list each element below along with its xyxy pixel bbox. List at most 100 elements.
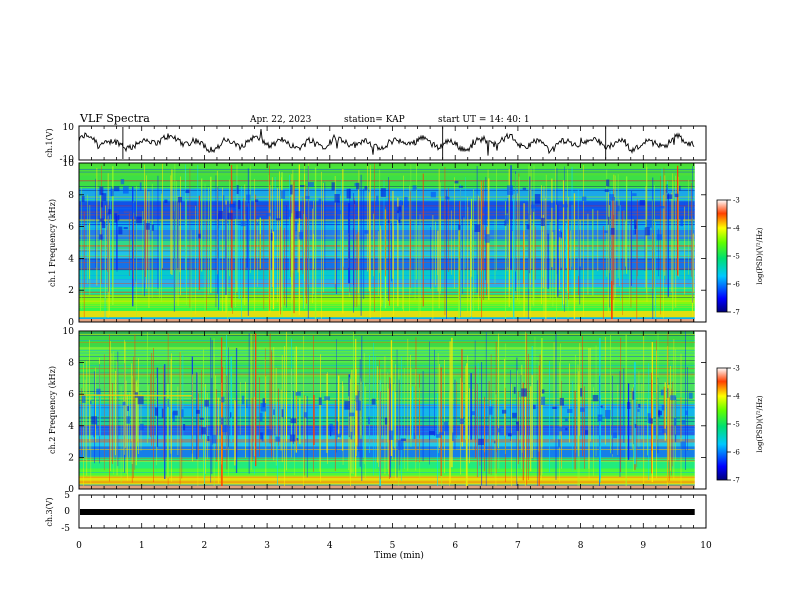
spectral-patch [607,216,610,225]
spectral-patch [218,211,223,219]
spectral-patch [404,196,408,207]
spectral-patch [120,179,125,185]
spectral-patch [388,430,394,440]
spectral-patch [512,412,517,418]
spectral-patch [522,187,527,190]
colorbar-tick-label: -3 [733,197,740,205]
spectral-patch [334,194,340,203]
spectral-patch [110,188,114,197]
spectral-patch [561,204,568,208]
spectral-patch [600,405,603,408]
freq-tick-label: 0 [68,318,74,328]
spectral-patch [558,439,561,448]
ch3-waveform-trace [80,509,695,515]
spectral-patch [303,412,308,418]
spectral-patch [430,191,436,198]
freq-tick-label: 10 [63,327,75,337]
start-time-label: start UT = 14: 40: 1 [438,115,530,125]
ch1-waveform-panel: 10 -10 ch.1(V) [45,123,707,165]
spectral-patch [355,395,359,402]
ch3-ytick-bottom: -5 [61,524,70,534]
spectral-patch [331,182,335,191]
ch2-spectrogram-panel: 0 2 4 6 8 10 ch.2 Frequency (kHz) [48,327,707,495]
spectral-patch [167,398,169,407]
time-tick-label: 10 [700,541,712,551]
spectral-patch [266,212,271,217]
spectral-patch [565,427,568,431]
spectral-patch [298,231,304,240]
spectral-patch [398,216,401,224]
spectral-patch [387,220,390,223]
spectral-patch [261,432,264,442]
spectral-patch [172,416,175,422]
spectral-patch [96,419,98,429]
spectral-patch [336,421,339,430]
ch2-colorbar: -3 -4 -5 -6 -7 log(PSD)(V²/Hz) [716,365,764,485]
spectral-patch [582,196,587,201]
spectral-band [79,248,695,259]
spectral-patch [137,395,144,405]
spectral-patch [260,403,267,412]
spectral-patch [632,193,637,197]
spectral-patch [505,215,509,224]
spectral-patch [540,217,545,227]
spectral-patch [207,435,210,442]
spectral-patch [559,426,563,432]
spectral-patch [516,421,518,425]
spectral-patch [474,224,481,232]
colorbar-tick-label: -7 [733,309,740,317]
spectral-patch [604,189,609,192]
spectral-patch [649,418,653,424]
spectral-patch [318,397,322,405]
time-tick-label: 9 [640,541,646,551]
spectral-patch [521,388,527,397]
spectral-patch [380,188,386,197]
ch1-spectrogram-panel: 0 2 4 6 8 10 ch.1 Frequency (kHz) [48,159,707,328]
time-tick-label: 1 [139,541,145,551]
spectral-patch [604,409,611,419]
station-label: station= KAP [344,115,405,125]
spectral-patch [229,204,235,211]
spectral-patch [164,199,168,203]
spectral-patch [122,401,126,406]
spectral-patch [637,409,640,412]
spectral-band [79,294,695,305]
spectral-patch [471,411,476,416]
spectral-patch [273,409,275,415]
spectral-patch [439,432,444,436]
spectral-patch [627,401,631,409]
colorbar-tick-label: -3 [733,365,740,373]
spectral-band [79,269,695,280]
colorbar-tick-label: -5 [733,253,740,261]
spectral-patch [81,196,85,202]
time-tick-label: 6 [452,541,458,551]
spectral-patch [275,436,281,442]
spectral-patch [396,206,400,214]
spectral-patch [81,393,86,404]
spectral-patch [516,421,520,431]
spectral-patch [552,406,557,410]
spectral-patch [673,417,677,426]
spectral-patch [645,227,650,236]
spectral-patch [227,212,233,220]
spectral-patch [238,199,241,210]
time-tick-label: 4 [327,541,333,551]
spectral-band [79,239,695,249]
colorbar-tick-label: -6 [733,281,740,289]
spectral-patch [658,410,662,416]
spectral-patch [318,198,322,205]
spectral-patch [662,428,666,434]
spectral-patch [177,196,183,203]
ch3-ytick-mid: 0 [64,507,70,517]
spectral-patch [96,388,101,395]
spectral-patch [609,197,616,201]
spectral-patch [507,433,512,437]
spectral-patch [132,202,136,213]
spectral-patch [329,423,333,432]
spectral-patch [435,434,441,438]
spectral-patch [429,430,431,441]
freq-tick-label: 8 [68,191,74,201]
spectral-patch [89,400,92,405]
spectral-patch [498,428,501,433]
spectral-patch [299,185,305,188]
